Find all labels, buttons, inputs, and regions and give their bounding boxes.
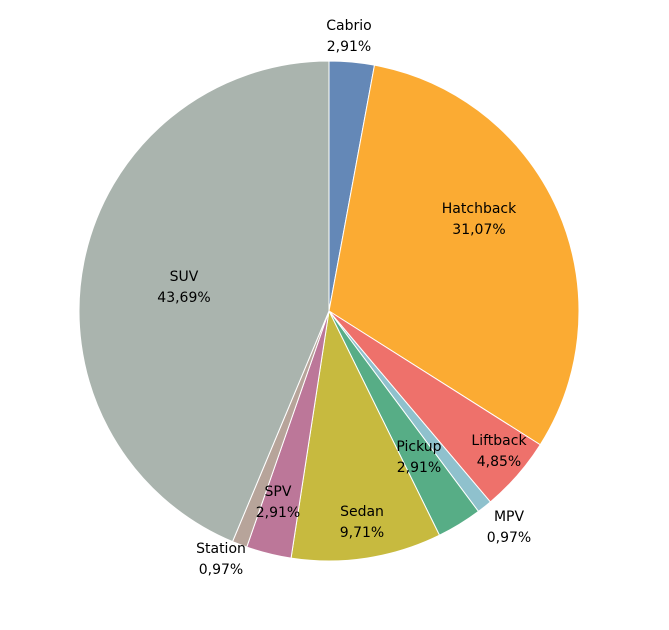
slice-category-label: Sedan [340,504,384,520]
slice-label-station: Station 0,97% [196,541,246,578]
slice-category-label: Pickup [396,439,441,455]
slice-label-cabrio: Cabrio 2,91% [326,18,371,55]
slice-label-spv: SPV 2,91% [256,484,300,521]
slice-category-label: Station [196,541,246,557]
slice-category-label: MPV [494,509,525,525]
slice-label-pickup: Pickup 2,91% [396,439,441,476]
slice-label-hatchback: Hatchback 31,07% [442,201,517,238]
slice-value-label: 9,71% [340,525,384,541]
slice-label-sedan: Sedan 9,71% [340,504,384,541]
slice-value-label: 4,85% [477,454,521,470]
pie-slice-hatchback [328,64,580,446]
slice-value-label: 31,07% [452,222,505,238]
pie-labels: Cabrio 2,91% Hatchback 31,07% Liftback 4,85% M… [157,18,531,578]
slice-label-suv: SUV 43,69% [157,269,210,306]
pie-slice-suv [78,60,330,543]
pie-slices [78,60,580,562]
slice-value-label: 2,91% [397,460,441,476]
slice-value-label: 2,91% [327,39,371,55]
slice-category-label: SPV [265,484,292,500]
slice-category-label: Liftback [471,433,527,449]
slice-label-liftback: Liftback 4,85% [471,433,527,470]
slice-value-label: 2,91% [256,505,300,521]
slice-category-label: Cabrio [326,18,371,34]
slice-category-label: SUV [170,269,199,285]
slice-value-label: 0,97% [487,530,531,546]
slice-label-mpv: MPV 0,97% [487,509,531,546]
slice-value-label: 43,69% [157,290,210,306]
pie-slice-sedan [290,309,441,562]
slice-value-label: 0,97% [199,562,243,578]
slice-category-label: Hatchback [442,201,517,217]
